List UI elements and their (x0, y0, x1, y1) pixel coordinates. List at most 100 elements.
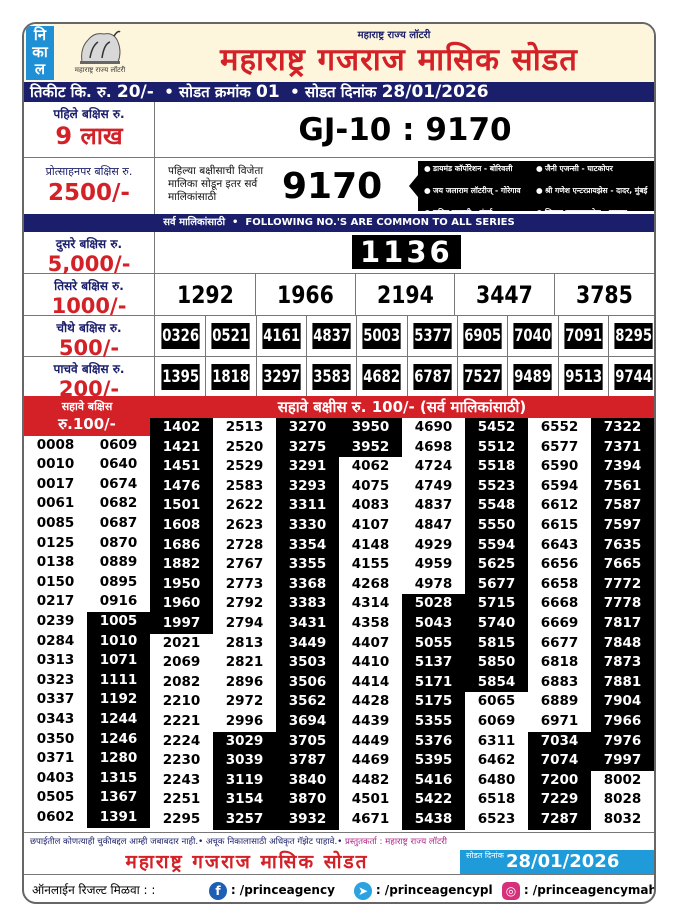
sixth-prize-number: 7817 (591, 614, 654, 634)
sixth-prize-number: 5715 (465, 594, 528, 614)
fifth-prize-number: 9513 (564, 363, 603, 390)
social-links: ऑनलाईन रिजल्ट मिळवा : : f : /princeagenc… (24, 874, 654, 902)
footer-date: 28/01/2026 (506, 851, 620, 872)
sixth-prize-number: 6643 (528, 535, 591, 556)
sixth-prize-number: 7597 (591, 516, 654, 536)
sixth-prize-number: 2243 (150, 770, 213, 791)
fifth-prize-cell: 1818 (206, 357, 257, 396)
sixth-prize-number: 5740 (465, 614, 528, 634)
footer-title-bar: महाराष्ट्र गजराज मासिक सोडत सोडत दिनांक … (24, 850, 654, 874)
sixth-prize-number: 6889 (528, 692, 591, 712)
fifth-prize-number: 7527 (463, 363, 502, 390)
sixth-prize-label-block: सहावे बक्षिस रु.100/- (24, 396, 150, 436)
side-label-char: ल (34, 60, 46, 78)
sixth-prize-number: 4083 (339, 496, 402, 516)
sixth-prize-number: 4075 (339, 476, 402, 497)
fourth-prize-number: 0521 (211, 323, 251, 349)
sixth-prize-number: 5512 (465, 437, 528, 458)
sixth-prize-number: 1451 (150, 457, 213, 477)
fifth-prize-cell: 3583 (307, 357, 358, 396)
sixth-prize-number: 2210 (150, 692, 213, 712)
sixth-prize-number: 1367 (87, 788, 150, 808)
instagram-link[interactable]: ◎ : /princeagencymah (502, 875, 654, 902)
sixth-prize-number: 6677 (528, 633, 591, 654)
sixth-prize-number: 2792 (213, 594, 276, 614)
third-prize-cell: 3447 (455, 274, 556, 315)
sixth-prize-number: 6552 (528, 418, 591, 438)
fourth-prize-cell: 8295 (609, 316, 654, 356)
sixth-prize-number: 0284 (24, 631, 87, 652)
sixth-prize-number: 2583 (213, 476, 276, 497)
sixth-prize-number: 2996 (213, 712, 276, 732)
sixth-prize-number: 5438 (402, 810, 465, 830)
sixth-prize-number: 3431 (276, 614, 339, 634)
footer-date-box: सोडत दिनांक 28/01/2026 (460, 850, 654, 874)
facebook-icon: f (209, 881, 227, 900)
incentive-note: पहिल्या बक्षीसाची विजेता मालिका सोडून इत… (168, 165, 264, 203)
sixth-prize-number: 8887 (654, 751, 656, 771)
facebook-link[interactable]: f : /princeagency (209, 875, 335, 902)
third-prize-amount: 1000/- (51, 294, 127, 318)
sixth-prize-number: 1608 (150, 516, 213, 536)
sixth-prize-number: 3503 (276, 653, 339, 673)
sixth-prize-number: 0343 (24, 710, 87, 730)
sixth-prize-number: 4107 (339, 516, 402, 536)
sixth-prize-number: 4501 (339, 790, 402, 810)
sixth-prize-number: 4749 (402, 476, 465, 497)
sixth-prize-number: 4148 (339, 535, 402, 556)
third-prize-number: 3785 (576, 280, 633, 309)
sixth-prize-number: 9040 (654, 810, 656, 830)
telegram-link[interactable]: ➤ : /princeagencypl (354, 875, 493, 902)
sixth-prize-number: 6818 (528, 653, 591, 673)
sixth-prize-number: 6612 (528, 496, 591, 516)
sixth-prize-number: 3355 (276, 555, 339, 575)
sixth-prize-number: 3368 (276, 574, 339, 595)
sixth-prize-number: 7074 (528, 751, 591, 771)
sixth-prize-number: 6668 (528, 594, 591, 614)
lottery-result-sheet: नि का ल महाराष्ट्र राज्य लॉटरी महाराष्ट्… (22, 22, 656, 904)
sixth-prize-number: 3257 (213, 810, 276, 830)
third-prize-number: 2194 (376, 280, 434, 309)
fifth-prize-cell: 1395 (156, 357, 207, 396)
sixth-prize-number: 5548 (465, 496, 528, 516)
sixth-prize-number: 0008 (24, 435, 87, 456)
sixth-prize-number: 0350 (24, 729, 87, 750)
sixth-prize-number: 4482 (339, 770, 402, 791)
sixth-prize-number: 2773 (213, 574, 276, 595)
sixth-prize-number: 4428 (339, 692, 402, 712)
sixth-prize-number: 3383 (276, 594, 339, 614)
sixth-prize-number: 3506 (276, 672, 339, 693)
sixth-prize-number: 7848 (591, 633, 654, 654)
sixth-prize-number: 7287 (528, 810, 591, 830)
fifth-prize-row: पाचवे बक्षिस रु. 200/- 1395 1818 3297 3583 4… (24, 357, 654, 401)
fourth-prize-number: 6905 (463, 323, 502, 349)
fourth-prize-cell: 0326 (156, 316, 207, 356)
agent-item: ● जय जलाराम लॉटरीज् - गोरेगाव (424, 186, 521, 195)
sixth-prize-number: 6883 (528, 672, 591, 693)
sixth-prize-number: 0010 (24, 455, 87, 475)
agent-item: ● डायमंड कॉर्पोरेशन - बोरिवली (424, 164, 513, 173)
sixth-prize-number: 4978 (402, 574, 465, 595)
fifth-prize-cell: 7527 (458, 357, 509, 396)
sixth-prize-number: 0505 (24, 788, 87, 808)
common-strip-english: FOLLOWING NO.'S ARE COMMON TO ALL SERIES (245, 217, 515, 228)
fourth-prize-cell: 6905 (458, 316, 509, 356)
page-title: महाराष्ट्र गजराज मासिक सोडत (220, 42, 578, 78)
agent-item: ● जैनी एजन्सी - घाटकोपर (536, 164, 613, 173)
fourth-prize-cell: 5003 (357, 316, 408, 356)
sixth-prize-number: 8785 (654, 614, 656, 634)
sixth-prize-number: 0313 (24, 651, 87, 671)
sixth-prize-number: 5137 (402, 653, 465, 673)
sixth-prize-number: 0916 (87, 592, 150, 612)
sixth-prize-number: 0337 (24, 690, 87, 710)
second-prize-amount: 5,000/- (47, 252, 131, 276)
sixth-prize-number: 4410 (339, 653, 402, 673)
header: नि का ल महाराष्ट्र राज्य लॉटरी महाराष्ट्… (24, 24, 654, 82)
sixth-prize-number: 3562 (276, 692, 339, 712)
ticket-price: 20/- (116, 82, 154, 102)
sixth-prize-number: 1280 (87, 749, 150, 769)
sixth-prize-number: 3154 (213, 790, 276, 810)
draw-date: 28/01/2026 (381, 82, 489, 102)
second-prize-label: दुसरे बक्षिस रु. (55, 237, 123, 251)
sixth-prize-number: 6669 (528, 614, 591, 634)
